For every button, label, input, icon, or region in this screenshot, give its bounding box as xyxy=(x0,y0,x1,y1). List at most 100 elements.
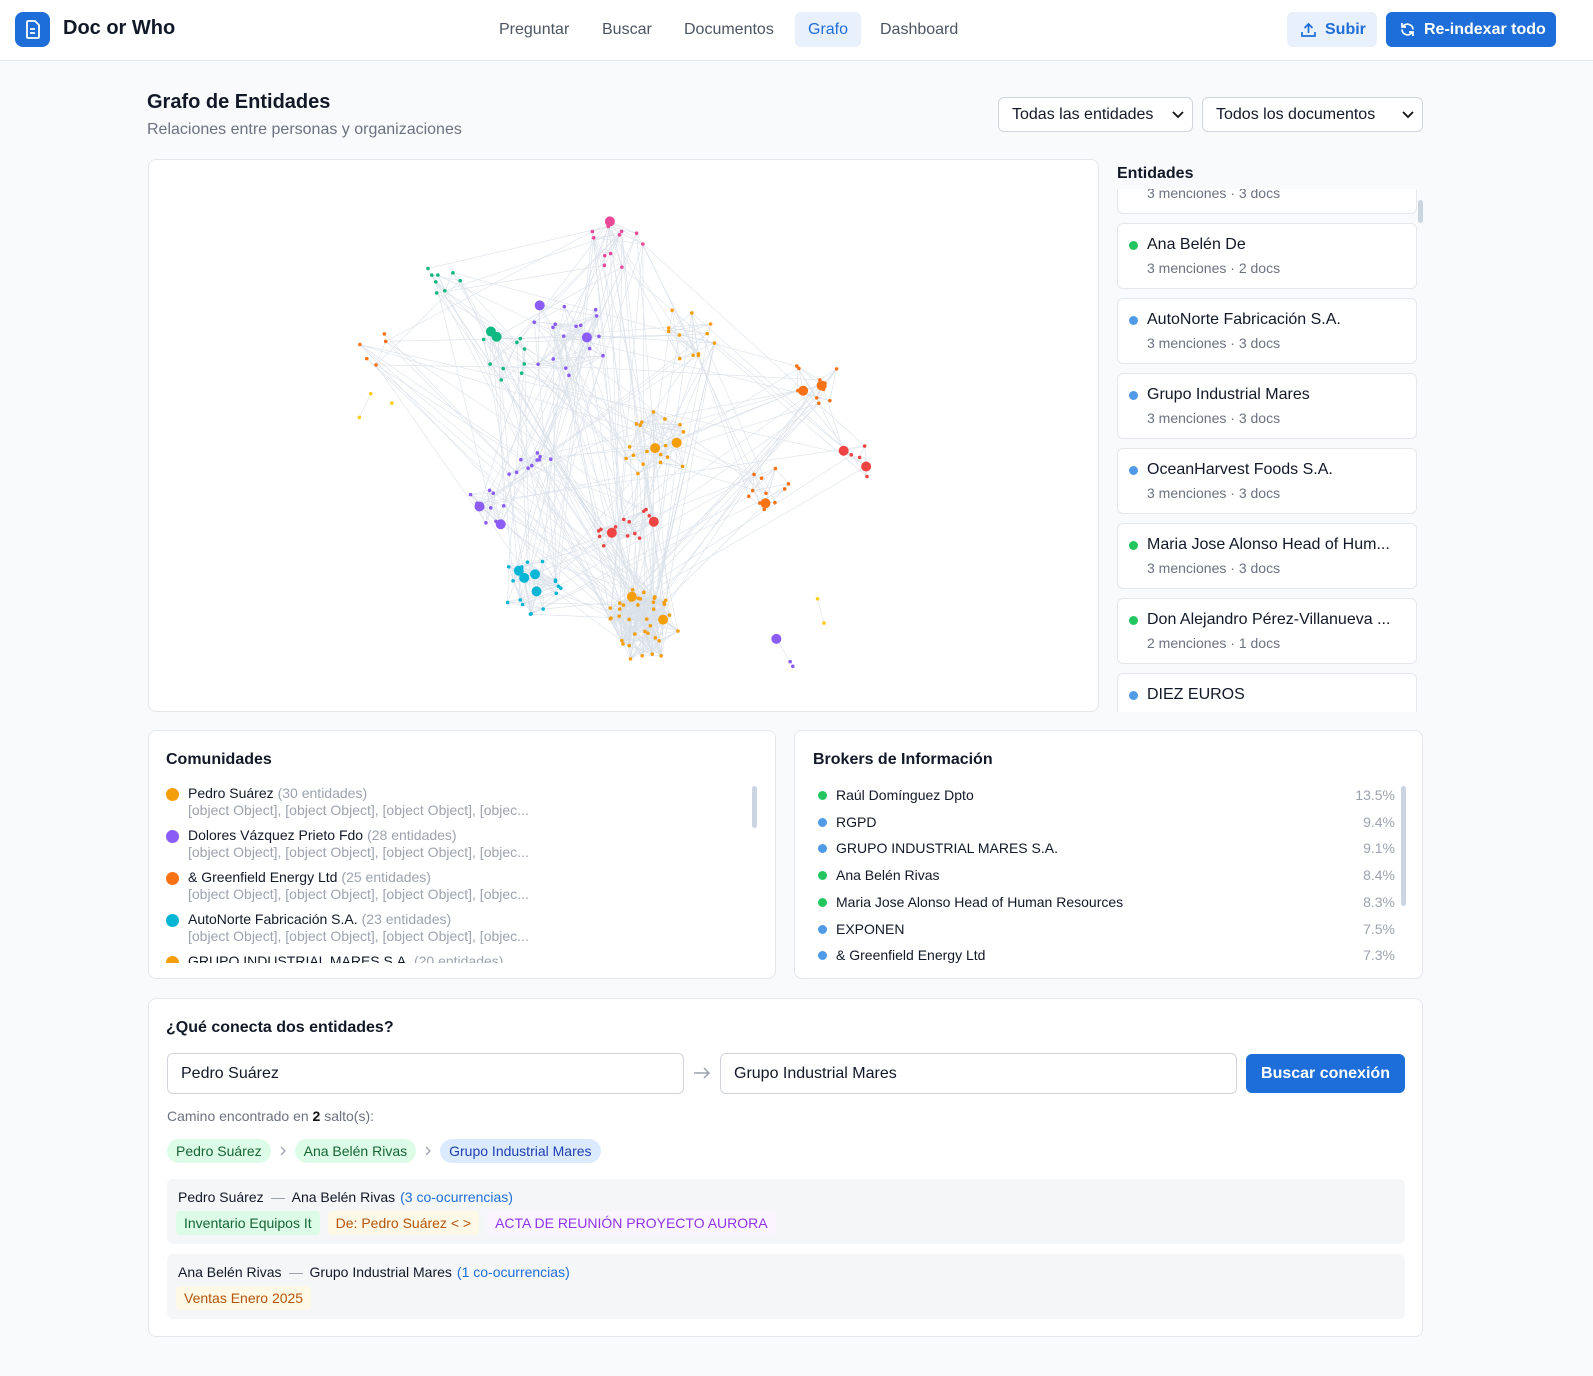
graph-node[interactable] xyxy=(562,304,567,309)
graph-node[interactable] xyxy=(518,598,523,602)
graph-node[interactable] xyxy=(773,500,777,505)
from-input[interactable]: Pedro Suárez xyxy=(167,1053,684,1094)
graph-node[interactable] xyxy=(374,363,378,367)
graph-node[interactable] xyxy=(634,231,639,236)
graph-node[interactable] xyxy=(782,487,787,491)
graph-node[interactable] xyxy=(657,639,661,643)
graph-node[interactable] xyxy=(849,453,854,457)
graph-node[interactable] xyxy=(678,422,682,427)
graph-node[interactable] xyxy=(357,415,362,420)
graph-node[interactable] xyxy=(491,491,496,496)
graph-node[interactable] xyxy=(620,638,624,643)
graph-node[interactable] xyxy=(433,280,438,284)
graph-node[interactable] xyxy=(481,337,486,342)
graph-node[interactable] xyxy=(786,482,791,486)
graph-node[interactable] xyxy=(630,587,635,592)
graph-node[interactable] xyxy=(505,600,510,605)
graph-node[interactable] xyxy=(636,603,640,607)
graph-node[interactable] xyxy=(590,229,595,234)
graph-node[interactable] xyxy=(522,362,527,366)
entity-card[interactable]: Grupo Industrial Mares 3 menciones · 3 do… xyxy=(1117,373,1417,439)
graph-node[interactable] xyxy=(581,332,592,343)
community-row[interactable]: & Greenfield Energy Ltd (25 entidades) xyxy=(188,869,431,885)
community-row[interactable]: AutoNorte Fabricación S.A. (23 entidades) xyxy=(188,911,451,927)
graph-node[interactable] xyxy=(663,417,667,421)
graph-node[interactable] xyxy=(690,311,694,315)
graph-node[interactable] xyxy=(602,263,607,268)
graph-node[interactable] xyxy=(677,333,682,337)
nav-item[interactable]: Documentos xyxy=(684,21,774,38)
graph-node[interactable] xyxy=(594,314,599,318)
graph-node[interactable] xyxy=(666,329,671,334)
graph-node[interactable] xyxy=(641,242,645,246)
graph-node[interactable] xyxy=(670,308,674,313)
graph-node[interactable] xyxy=(567,373,571,378)
graph-node[interactable] xyxy=(628,598,633,602)
graph-node[interactable] xyxy=(641,462,645,467)
graph-node[interactable] xyxy=(506,564,511,569)
graph-node[interactable] xyxy=(519,371,524,375)
graph-node[interactable] xyxy=(617,607,622,611)
graph-node[interactable] xyxy=(495,519,506,530)
to-input[interactable]: Grupo Industrial Mares xyxy=(720,1053,1237,1094)
graph-node[interactable] xyxy=(791,664,795,669)
graph-node[interactable] xyxy=(658,460,663,465)
graph-node[interactable] xyxy=(647,513,652,518)
graph-node[interactable] xyxy=(627,445,632,449)
graph-node[interactable] xyxy=(634,422,639,426)
graph-node[interactable] xyxy=(553,322,558,327)
graph-node[interactable] xyxy=(535,451,540,455)
graph-node[interactable] xyxy=(436,273,440,277)
graph-node[interactable] xyxy=(613,525,618,529)
graph-node[interactable] xyxy=(484,521,488,525)
graph-node[interactable] xyxy=(451,271,455,275)
graph-node[interactable] xyxy=(633,531,637,536)
graph-node[interactable] xyxy=(608,616,613,621)
graph-node[interactable] xyxy=(638,423,643,428)
graph-node[interactable] xyxy=(620,265,624,269)
graph-node[interactable] xyxy=(601,543,606,548)
graph-node[interactable] xyxy=(530,569,541,580)
graph-node[interactable] xyxy=(540,559,545,564)
graph-node[interactable] xyxy=(597,334,601,339)
graph-node[interactable] xyxy=(553,579,558,584)
graph-node[interactable] xyxy=(838,445,849,456)
graph-node[interactable] xyxy=(606,527,617,538)
graph-node[interactable] xyxy=(828,398,832,403)
graph-node[interactable] xyxy=(538,454,542,459)
graph-node[interactable] xyxy=(529,463,534,468)
graph-node[interactable] xyxy=(862,444,867,448)
graph-node[interactable] xyxy=(443,288,447,293)
graph-node[interactable] xyxy=(364,356,369,361)
graph-node[interactable] xyxy=(653,595,657,599)
graph-node[interactable] xyxy=(429,273,434,277)
scrollbar[interactable] xyxy=(1401,786,1406,906)
community-row[interactable]: GRUPO INDUSTRIAL MARES S.A. (20 entidades… xyxy=(188,953,503,963)
graph-node[interactable] xyxy=(621,642,625,646)
entity-card[interactable]: Don Alejandro Pérez-Villanueva ... 2 menc… xyxy=(1117,598,1417,664)
graph-node[interactable] xyxy=(798,385,809,396)
graph-node[interactable] xyxy=(534,300,545,311)
graph-node[interactable] xyxy=(834,367,839,371)
graph-node[interactable] xyxy=(857,455,862,460)
entity-card[interactable]: Maria Jose Alonso Head of Hum... 3 mencio… xyxy=(1117,523,1417,589)
graph-node[interactable] xyxy=(667,613,672,617)
graph-node[interactable] xyxy=(559,586,563,590)
community-row[interactable]: Pedro Suárez (30 entidades) xyxy=(188,785,367,801)
graph-node[interactable] xyxy=(624,456,628,461)
graph-node[interactable] xyxy=(814,396,819,400)
graph-node[interactable] xyxy=(677,356,682,361)
graph-node[interactable] xyxy=(659,654,663,658)
graph-node[interactable] xyxy=(648,516,659,527)
graph-node[interactable] xyxy=(764,491,768,496)
path-chip[interactable]: Ana Belén Rivas xyxy=(294,1139,417,1163)
graph-node[interactable] xyxy=(608,606,613,610)
graph-node[interactable] xyxy=(642,590,646,595)
graph-node[interactable] xyxy=(556,584,561,589)
nav-item[interactable]: Dashboard xyxy=(880,21,959,38)
reindex-button[interactable]: Re-indexar todo xyxy=(1386,12,1556,47)
scrollbar[interactable] xyxy=(1418,200,1423,223)
graph-node[interactable] xyxy=(676,629,680,633)
graph-node[interactable] xyxy=(644,617,649,621)
graph-node[interactable] xyxy=(499,378,504,382)
